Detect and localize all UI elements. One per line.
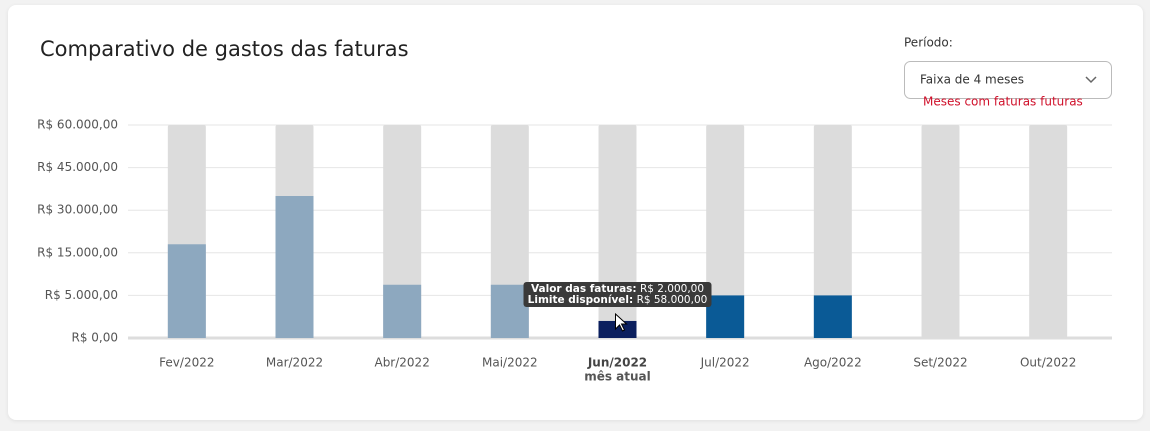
y-tick-label: R$ 45.000,00 bbox=[37, 160, 118, 174]
tooltip-line: Valor das faturas: R$ 2.000,00 bbox=[531, 283, 704, 295]
bar-track bbox=[706, 125, 745, 338]
bar bbox=[490, 284, 529, 338]
x-tick-label: Set/2022 bbox=[913, 356, 967, 370]
y-tick-label: R$ 5.000,00 bbox=[45, 288, 118, 302]
x-tick-label: Fev/2022 bbox=[159, 356, 214, 370]
x-tick-label: Jul/2022 bbox=[700, 356, 750, 370]
tooltip-line: Limite disponível: R$ 58.000,00 bbox=[528, 294, 708, 306]
tooltip-label: Limite disponível: bbox=[528, 294, 634, 306]
x-tick-label: Ago/2022 bbox=[804, 356, 862, 370]
bar bbox=[598, 320, 637, 338]
period-label: Período: bbox=[904, 36, 953, 50]
bar bbox=[167, 244, 206, 338]
y-tick-label: R$ 60.000,00 bbox=[37, 118, 118, 132]
chart-title: Comparativo de gastos das faturas bbox=[40, 37, 409, 61]
future-link[interactable]: Meses com faturas futuras bbox=[923, 95, 1083, 109]
chevron bbox=[1085, 76, 1097, 84]
x-tick-label: Mar/2022 bbox=[266, 356, 323, 370]
cursor bbox=[615, 312, 628, 332]
x-tick-label: Abr/2022 bbox=[374, 356, 429, 370]
x-tick-label: Jun/2022 bbox=[587, 356, 647, 370]
bar-track bbox=[813, 125, 852, 338]
period-select[interactable] bbox=[904, 61, 1112, 99]
bar bbox=[706, 295, 745, 338]
x-tick-note: mês atual bbox=[584, 370, 651, 384]
bar-track bbox=[921, 125, 960, 338]
bar-track bbox=[1029, 125, 1068, 338]
y-tick-label: R$ 15.000,00 bbox=[37, 245, 118, 259]
x-tick-label: Out/2022 bbox=[1020, 356, 1076, 370]
tooltip-value: R$ 58.000,00 bbox=[637, 294, 708, 306]
y-tick-label: R$ 0,00 bbox=[71, 331, 118, 345]
period-value: Faixa de 4 meses bbox=[920, 73, 1024, 87]
y-tick-label: R$ 30.000,00 bbox=[37, 203, 118, 217]
bar bbox=[383, 284, 422, 338]
bar bbox=[813, 295, 852, 338]
bar bbox=[275, 196, 314, 338]
x-tick-label: Mai/2022 bbox=[482, 356, 538, 370]
tooltip-label: Valor das faturas: bbox=[531, 283, 637, 295]
tooltip-box bbox=[523, 282, 712, 307]
tooltip-value: R$ 2.000,00 bbox=[640, 283, 704, 295]
